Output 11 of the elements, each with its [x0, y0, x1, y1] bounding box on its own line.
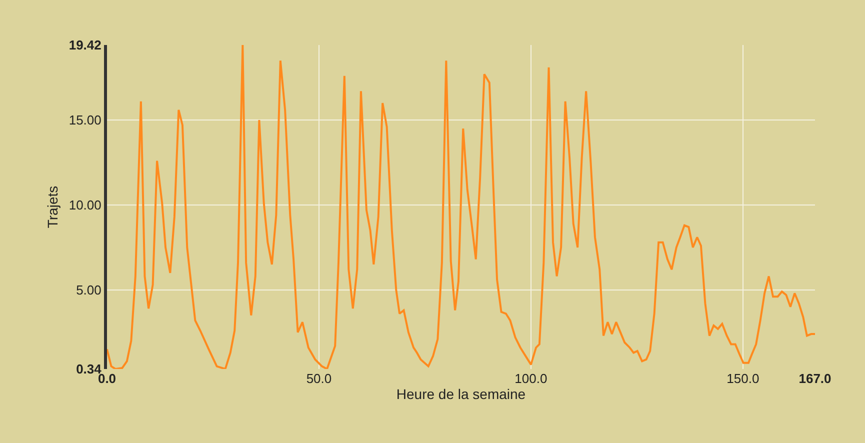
y-tick-label: 19.42: [68, 38, 102, 53]
y-tick-label: 15.00: [68, 112, 102, 128]
y-axis-title: Trajets: [44, 186, 60, 228]
line-series: [107, 45, 815, 369]
x-tick-label: 100.0: [514, 371, 548, 386]
x-tick-label: 150.0: [726, 371, 760, 386]
y-tick-label: 5.00: [76, 282, 102, 298]
x-axis-title: Heure de la semaine: [396, 386, 526, 402]
x-tick-label: 50.0: [306, 371, 332, 386]
y-tick-label: 10.00: [68, 198, 102, 213]
x-tick-label: 167.0: [798, 371, 832, 386]
